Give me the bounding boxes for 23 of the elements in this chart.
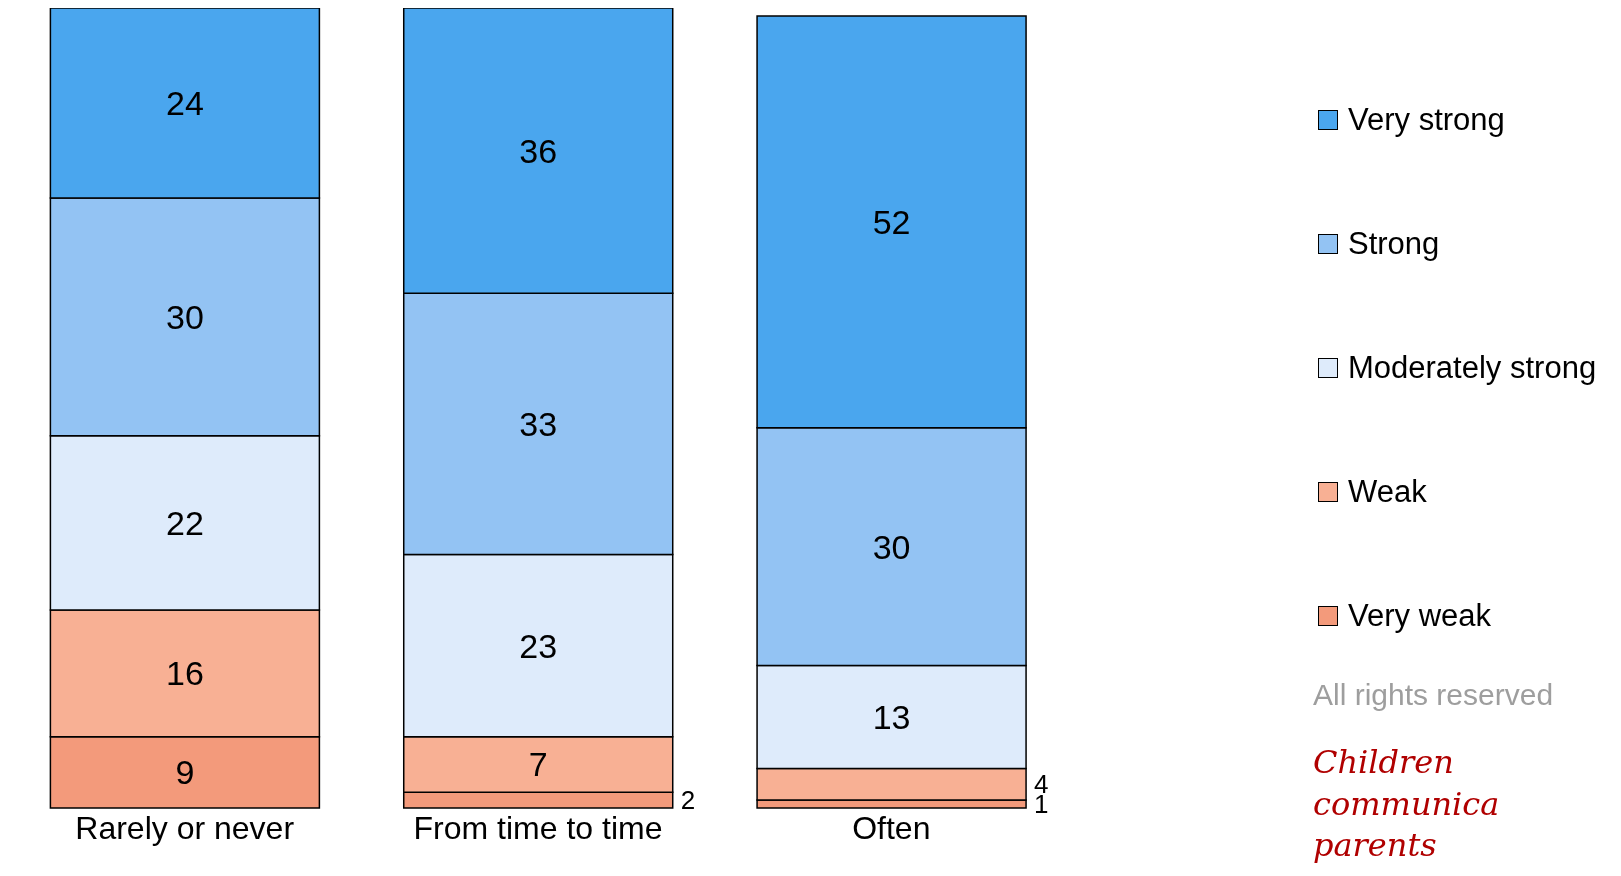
legend-label: Very strong [1348, 102, 1505, 138]
x-tick-label: Often [852, 809, 931, 846]
data-label: 33 [519, 404, 558, 443]
text: Children communica parents [1313, 742, 1501, 867]
data-label: 30 [872, 527, 911, 566]
data-label: 30 [165, 297, 204, 336]
data-label: 23 [519, 626, 558, 665]
x-tick-label: From time to time [413, 809, 663, 846]
data-label: 7 [528, 745, 548, 784]
text: All rights reserved [1313, 678, 1555, 712]
data-label: 16 [165, 654, 204, 693]
legend-label: Very weak [1348, 598, 1492, 634]
data-label: 36 [519, 131, 558, 170]
data-label: 2 [680, 785, 696, 816]
x-tick-label: Rarely or never [75, 809, 295, 846]
legend-label: Weak [1348, 474, 1427, 510]
legend-label: Strong [1348, 226, 1440, 262]
data-label: 13 [872, 697, 911, 736]
data-label: 52 [872, 202, 911, 241]
data-label: 22 [165, 503, 204, 542]
data-label: 9 [175, 753, 195, 792]
data-label: 24 [165, 84, 204, 123]
legend-label: Moderately strong [1348, 350, 1597, 386]
